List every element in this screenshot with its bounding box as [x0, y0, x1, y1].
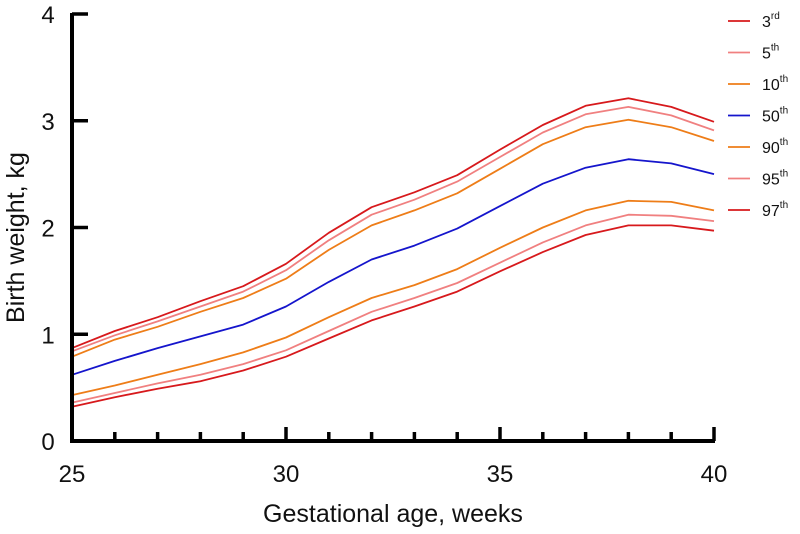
legend-label-10th: 10th — [762, 74, 788, 94]
legend-label-90th: 90th — [762, 137, 788, 157]
y-tick-label: 3 — [41, 109, 54, 136]
y-tick-label: 2 — [41, 216, 54, 243]
series-line-50th — [71, 158, 715, 376]
x-axis-title: Gestational age, weeks — [263, 500, 523, 528]
series-line-3rd — [71, 224, 715, 408]
legend-label-95th: 95th — [762, 169, 788, 189]
tick-labels: 25 30 35 40 0 1 2 3 4 — [41, 2, 727, 488]
series-line-95th — [71, 106, 715, 353]
legend: 3rd 5th 10th 50th 90th 95th 97th — [728, 11, 788, 220]
series-lines — [71, 97, 715, 408]
axes — [70, 12, 716, 443]
y-tick-label: 0 — [41, 429, 54, 456]
x-tick-label: 35 — [487, 461, 514, 488]
y-tick-label: 4 — [41, 2, 54, 29]
y-tick-label: 1 — [41, 322, 54, 349]
legend-label-3rd: 3rd — [762, 11, 780, 31]
series-line-90th — [71, 118, 715, 358]
series-line-5th — [71, 213, 715, 404]
legend-label-5th: 5th — [762, 43, 779, 63]
series-line-10th — [71, 199, 715, 396]
x-tick-label: 40 — [701, 461, 728, 488]
x-tick-label: 30 — [273, 461, 300, 488]
series-line-97th — [71, 97, 715, 349]
y-axis-title: Birth weight, kg — [2, 152, 30, 323]
legend-label-50th: 50th — [762, 106, 788, 126]
legend-label-97th: 97th — [762, 200, 788, 220]
x-tick-label: 25 — [59, 461, 86, 488]
